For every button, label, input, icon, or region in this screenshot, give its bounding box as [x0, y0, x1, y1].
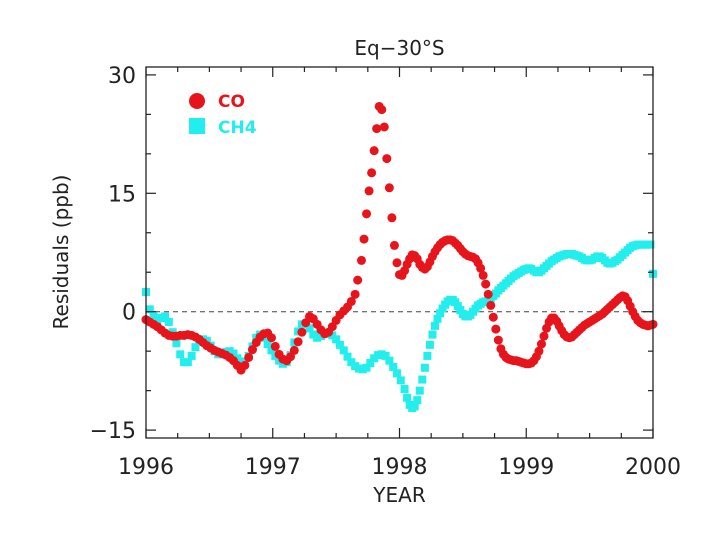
- point-co: [297, 327, 307, 337]
- point-ch4: [381, 351, 390, 360]
- point-co: [367, 168, 377, 178]
- point-co: [240, 360, 250, 370]
- legend: CO CH4: [189, 92, 257, 138]
- point-co: [244, 352, 254, 362]
- point-co: [379, 122, 389, 132]
- point-ch4: [428, 330, 437, 339]
- y-tick-label: 30: [108, 64, 136, 89]
- y-tick-label: 15: [108, 182, 136, 207]
- y-tick-label: −15: [90, 419, 136, 444]
- point-co: [392, 258, 402, 268]
- chart-title: Eq−30°S: [354, 36, 444, 60]
- x-tick-label: 1999: [498, 455, 554, 480]
- point-co: [377, 105, 387, 115]
- point-co: [389, 240, 399, 250]
- legend-label-ch4: CH4: [218, 118, 257, 138]
- point-ch4: [646, 240, 655, 249]
- y-axis-label: Residuals (ppb): [49, 175, 73, 330]
- point-ch4: [229, 349, 238, 358]
- point-ch4: [389, 362, 398, 371]
- point-ch4: [420, 363, 429, 372]
- point-co: [346, 296, 356, 306]
- point-ch4: [343, 352, 352, 361]
- point-ch4: [433, 314, 442, 323]
- legend-item-co: CO: [189, 92, 245, 112]
- point-co: [270, 341, 280, 351]
- point-ch4: [267, 346, 276, 355]
- point-ch4: [332, 335, 341, 344]
- point-ch4: [305, 324, 314, 333]
- point-ch4: [191, 343, 200, 352]
- point-co: [293, 337, 303, 347]
- point-co: [536, 339, 546, 349]
- point-co: [364, 186, 374, 196]
- point-co: [483, 289, 493, 299]
- point-co: [382, 154, 392, 164]
- point-ch4: [335, 340, 344, 349]
- point-co: [350, 289, 360, 299]
- point-ch4: [396, 376, 405, 385]
- point-ch4: [164, 317, 173, 326]
- x-tick-label: 1997: [245, 455, 301, 480]
- point-ch4: [425, 340, 434, 349]
- point-co: [486, 300, 496, 310]
- point-ch4: [413, 396, 422, 405]
- point-ch4: [436, 309, 445, 318]
- point-ch4: [172, 339, 181, 348]
- point-ch4: [161, 312, 170, 321]
- point-co: [493, 335, 503, 345]
- point-co: [372, 124, 382, 134]
- point-co: [481, 279, 491, 289]
- y-tick-label: 0: [122, 301, 136, 326]
- point-ch4: [423, 351, 432, 360]
- point-ch4: [339, 346, 348, 355]
- point-co: [356, 255, 366, 265]
- point-co: [387, 213, 397, 223]
- point-co: [491, 324, 501, 334]
- point-co: [539, 331, 549, 341]
- point-co: [359, 234, 369, 244]
- point-ch4: [145, 305, 154, 314]
- point-ch4: [415, 386, 424, 395]
- point-ch4: [183, 358, 192, 367]
- ticks-layer: 1996 1997 1998 1999 2000 30 15 0 −15: [90, 64, 681, 480]
- point-co: [289, 345, 299, 355]
- point-ch4: [366, 359, 375, 368]
- point-co: [384, 183, 394, 193]
- point-ch4: [400, 385, 409, 394]
- x-axis-label: YEAR: [372, 483, 426, 507]
- point-ch4: [263, 340, 272, 349]
- x-tick-label: 1998: [372, 455, 428, 480]
- point-ch4: [403, 393, 412, 402]
- point-ch4: [418, 375, 427, 384]
- point-co: [478, 270, 488, 280]
- x-tick-label: 2000: [625, 455, 681, 480]
- point-co: [534, 346, 544, 356]
- legend-marker-co: [189, 93, 205, 109]
- legend-label-co: CO: [218, 92, 245, 112]
- point-ch4: [362, 363, 371, 372]
- point-co: [369, 146, 379, 156]
- point-ch4: [430, 321, 439, 330]
- point-ch4: [392, 369, 401, 378]
- point-co: [476, 263, 486, 273]
- point-ch4: [410, 402, 419, 411]
- point-co: [353, 275, 363, 285]
- point-ch4: [176, 350, 185, 359]
- point-ch4: [187, 351, 196, 360]
- point-co: [488, 312, 498, 322]
- point-co: [266, 333, 276, 343]
- point-co: [247, 345, 257, 355]
- x-tick-label: 1996: [118, 455, 174, 480]
- legend-marker-ch4: [189, 118, 205, 134]
- plot-layer: [141, 101, 658, 413]
- point-ch4: [385, 356, 394, 365]
- point-co: [362, 209, 372, 219]
- legend-item-ch4: CH4: [189, 118, 257, 138]
